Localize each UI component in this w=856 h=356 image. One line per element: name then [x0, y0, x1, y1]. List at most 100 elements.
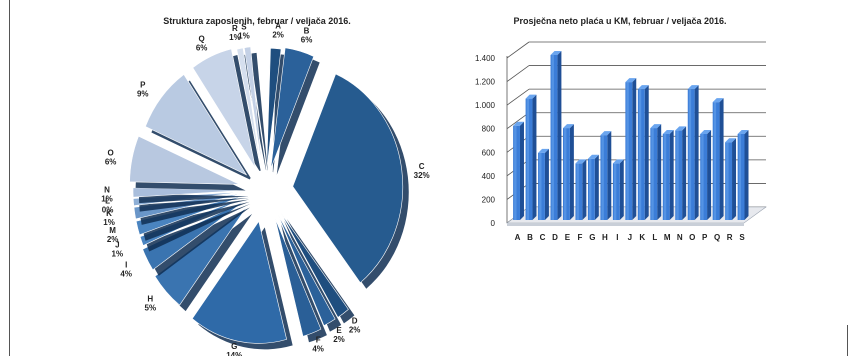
bar-B: [525, 94, 537, 220]
pie-slice-shadow-J: [146, 203, 251, 252]
x-tick-label: R: [727, 233, 733, 242]
pie-label-B: B 6%: [301, 27, 313, 45]
pie-labels: A 2% B 6% C 32% D 2% E 2% F 4% G 14% H 5% I 4%J 1%M 2%K 1%L 0…: [101, 22, 429, 356]
bar-P: [700, 129, 712, 220]
pie-chart: [129, 46, 409, 350]
bar-H: [600, 131, 612, 220]
y-tick-label: 0: [491, 219, 496, 228]
page-left-rule: [9, 0, 10, 356]
pie-chart-title: Struktura zaposlenih, februar / veljača …: [163, 16, 351, 26]
pie-slice-shadow-I: [148, 207, 250, 276]
x-tick-label: M: [664, 233, 671, 242]
y-tick-label: 1.400: [475, 54, 496, 63]
bar-D: [550, 51, 562, 220]
y-tick-label: 400: [482, 172, 496, 181]
x-tick-label: P: [702, 233, 708, 242]
grid-diag: [506, 112, 530, 130]
pie-slice-shadow-M: [142, 201, 250, 241]
x-tick-label: Q: [714, 233, 720, 242]
pie-label-D: D 2%: [349, 316, 361, 334]
x-tick-label: K: [639, 233, 645, 242]
pie-label-N: N 1%: [101, 186, 113, 204]
pie-label-S: S 1%: [238, 22, 250, 40]
pie-label-Q: Q 6%: [196, 35, 208, 53]
pie-slice-shadow-F: [281, 224, 327, 343]
y-tick-label: 1.200: [475, 78, 496, 87]
pie-slice-G: [191, 220, 288, 344]
pie-slice-P: [145, 74, 248, 176]
pie-slice-shadow-K: [139, 199, 250, 225]
pie-label-K: K 1%: [103, 209, 115, 227]
x-tick-label: J: [628, 233, 632, 242]
bar-N: [675, 126, 687, 220]
x-tick-label: C: [540, 233, 546, 242]
pie-label-A: A 2%: [272, 22, 284, 40]
pie-slice-F: [274, 218, 322, 337]
pie-slice-N: [132, 187, 244, 198]
grid-diag: [506, 65, 530, 82]
bar-F: [575, 159, 587, 220]
bar-chart-title: Prosječna neto plaća u KM, februar / vel…: [513, 16, 726, 26]
y-tick-label: 600: [482, 148, 496, 157]
x-tick-label: G: [589, 233, 595, 242]
grid-diag: [506, 41, 530, 59]
pie-label-P: P 9%: [137, 80, 149, 98]
pie-slice-B: [270, 47, 315, 169]
x-tick-label: L: [652, 233, 657, 242]
bar-E: [563, 124, 574, 220]
bar-K: [637, 85, 649, 220]
bar-R: [725, 138, 737, 220]
pie-slice-K: [133, 193, 244, 220]
x-tick-label: I: [616, 233, 618, 242]
x-tick-label: B: [527, 233, 533, 242]
pie-slice-A: [266, 47, 282, 171]
x-tick-label: H: [602, 233, 608, 242]
pie-slice-shadow-L: [139, 197, 250, 212]
y-tick-label: 1.000: [475, 101, 496, 110]
pie-label-C: C 32%: [414, 162, 430, 180]
pie-center: [247, 170, 283, 210]
floor-front: [507, 223, 744, 226]
pie-slice-R: [236, 47, 262, 169]
pie-label-H: H 5%: [145, 294, 157, 312]
x-tick-label: F: [577, 233, 582, 242]
grid-diag: [506, 88, 530, 106]
pie-slice-Q: [192, 48, 256, 169]
pie-slice-shadow-S: [250, 52, 269, 175]
pie-label-E: E 2%: [333, 326, 345, 344]
pie-slice-S: [243, 46, 263, 169]
x-tick-label: D: [552, 233, 558, 242]
x-tick-label: A: [515, 233, 521, 242]
bar-L: [650, 124, 662, 220]
pie-label-R: R 1%: [229, 24, 241, 42]
page-right-rule: [847, 325, 848, 356]
pie-slice-E: [277, 214, 336, 327]
pie-label-J: J 1%: [112, 241, 124, 259]
bar-O: [687, 85, 699, 220]
bar-G: [587, 154, 599, 220]
pie-label-G: G 14%: [226, 342, 242, 356]
pie-label-O: O 6%: [105, 149, 117, 167]
bar-A: [513, 121, 524, 220]
pie-slice-shadow-N: [139, 193, 250, 204]
x-tick-label: O: [689, 233, 695, 242]
bar-Q: [712, 98, 724, 220]
bar-y-axis-ticks: 0 200 400 600 800 1.000 1.200 1.400: [475, 54, 496, 228]
bar-C: [538, 148, 549, 220]
pie-slice-C: [292, 73, 404, 284]
y-tick-label: 200: [482, 195, 496, 204]
bar-S: [737, 129, 749, 220]
x-tick-label: N: [677, 233, 683, 242]
bar-J: [625, 78, 637, 220]
x-tick-label: S: [739, 233, 745, 242]
pie-slice-O: [129, 135, 240, 185]
bar-series: [513, 51, 749, 220]
y-tick-label: 800: [482, 125, 496, 134]
pie-label-I: I 4%: [120, 260, 132, 278]
bar-I: [612, 159, 624, 220]
pie-slice-shadow-B: [276, 53, 320, 175]
pie-label-L: L 0%: [102, 197, 114, 215]
x-tick-label: E: [565, 233, 571, 242]
bar-M: [662, 129, 674, 220]
